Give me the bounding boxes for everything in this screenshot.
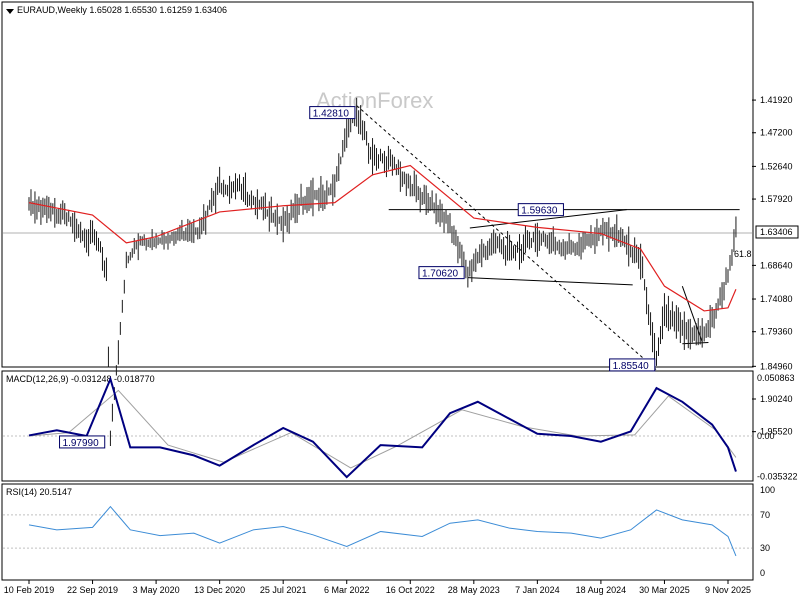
moving-average-series bbox=[28, 164, 737, 312]
macd-tick-label: -0.035322 bbox=[757, 471, 798, 481]
dropdown-triangle-icon[interactable] bbox=[6, 9, 14, 14]
price-label: 1.85540 bbox=[609, 358, 656, 372]
moving-average-line bbox=[28, 164, 737, 312]
price-tick-label: 1.68640 bbox=[760, 260, 793, 270]
trendline bbox=[356, 105, 657, 371]
fib-label: 61.8 bbox=[734, 249, 752, 259]
x-tick-label: 30 Mar 2025 bbox=[639, 585, 690, 595]
price-tick-label: 1.52640 bbox=[760, 161, 793, 171]
rsi-series bbox=[28, 505, 737, 557]
current-price-label: 1.63406 bbox=[760, 227, 793, 237]
current-price-marker: 1.63406 bbox=[755, 225, 799, 239]
rsi-line bbox=[28, 505, 737, 557]
rsi-tick-label: 30 bbox=[760, 543, 770, 553]
price-tick-label: 1.47200 bbox=[760, 128, 793, 138]
price-label-box bbox=[609, 358, 656, 372]
x-tick-label: 25 Jul 2021 bbox=[260, 585, 307, 595]
x-tick-label: 6 Mar 2022 bbox=[324, 585, 370, 595]
trendline bbox=[467, 277, 633, 286]
price-tick-label: 1.84960 bbox=[760, 361, 793, 371]
rsi-tick-label: 0 bbox=[760, 568, 765, 578]
trendline bbox=[681, 285, 703, 343]
price-series bbox=[28, 97, 737, 446]
price-panel-frame bbox=[1, 1, 754, 368]
trendlines bbox=[356, 105, 740, 371]
rsi-tick-label: 100 bbox=[760, 485, 775, 495]
price-label: 1.97990 bbox=[59, 435, 106, 449]
y-axis-ticks: 1.95520 1.90240 1.84960 1.79360 1.74080 1.686… bbox=[752, 95, 798, 578]
price-label-box bbox=[59, 435, 106, 449]
price-label-text: 1.70620 bbox=[422, 269, 459, 280]
trendline bbox=[469, 209, 627, 229]
price-tick-label: 1.79360 bbox=[760, 327, 793, 337]
x-tick-label: 10 Feb 2019 bbox=[4, 585, 55, 595]
price-labels: 1.97990 1.42810 1.70620 1.85540 1.59630 bbox=[59, 106, 656, 449]
price-tick-label: 1.41920 bbox=[760, 95, 793, 105]
rsi-title: RSI(14) 20.5147 bbox=[6, 487, 72, 497]
current-price-box bbox=[755, 225, 799, 239]
macd-title: MACD(12,26,9) -0.031248 -0.018770 bbox=[6, 374, 155, 384]
price-label-text: 1.42810 bbox=[313, 109, 350, 120]
symbol-header: EURAUD,Weekly 1.65028 1.65530 1.61259 1.… bbox=[17, 5, 227, 15]
macd-tick-label: 0.00 bbox=[757, 431, 775, 441]
price-label: 1.42810 bbox=[309, 106, 356, 120]
price-tick-label: 1.74080 bbox=[760, 294, 793, 304]
price-label-text: 1.85540 bbox=[613, 361, 650, 372]
macd-panel-frame bbox=[1, 370, 754, 482]
price-label-box bbox=[309, 106, 356, 120]
macd-series bbox=[28, 375, 737, 479]
price-label: 1.59630 bbox=[517, 203, 564, 217]
rsi-tick-label: 70 bbox=[760, 510, 770, 520]
price-tick-label: 1.90240 bbox=[760, 394, 793, 404]
x-tick-label: 22 Sep 2019 bbox=[67, 585, 118, 595]
price-label-text: 1.59630 bbox=[521, 206, 558, 217]
price-tick-label: 1.95520 bbox=[760, 427, 793, 437]
x-tick-label: 16 Oct 2022 bbox=[386, 585, 435, 595]
x-tick-label: 28 May 2023 bbox=[448, 585, 500, 595]
macd-tick-label: 0.050863 bbox=[757, 373, 795, 383]
x-tick-label: 18 Aug 2024 bbox=[576, 585, 627, 595]
trendline bbox=[682, 341, 709, 345]
x-tick-label: 7 Jan 2024 bbox=[515, 585, 560, 595]
rsi-panel-frame bbox=[1, 483, 754, 581]
x-tick-label: 3 May 2020 bbox=[133, 585, 180, 595]
price-label: 1.70620 bbox=[418, 266, 465, 280]
price-tick-label: 1.57920 bbox=[760, 194, 793, 204]
x-tick-label: 13 Dec 2020 bbox=[194, 585, 245, 595]
price-label-text: 1.97990 bbox=[63, 438, 100, 449]
x-tick-label: 9 Nov 2025 bbox=[705, 585, 751, 595]
price-label-box bbox=[517, 203, 564, 217]
macd-line bbox=[28, 375, 737, 479]
price-label-box bbox=[418, 266, 465, 280]
x-axis-ticks: 10 Feb 2019 22 Sep 2019 3 May 2020 13 Dec 2… bbox=[4, 580, 751, 595]
